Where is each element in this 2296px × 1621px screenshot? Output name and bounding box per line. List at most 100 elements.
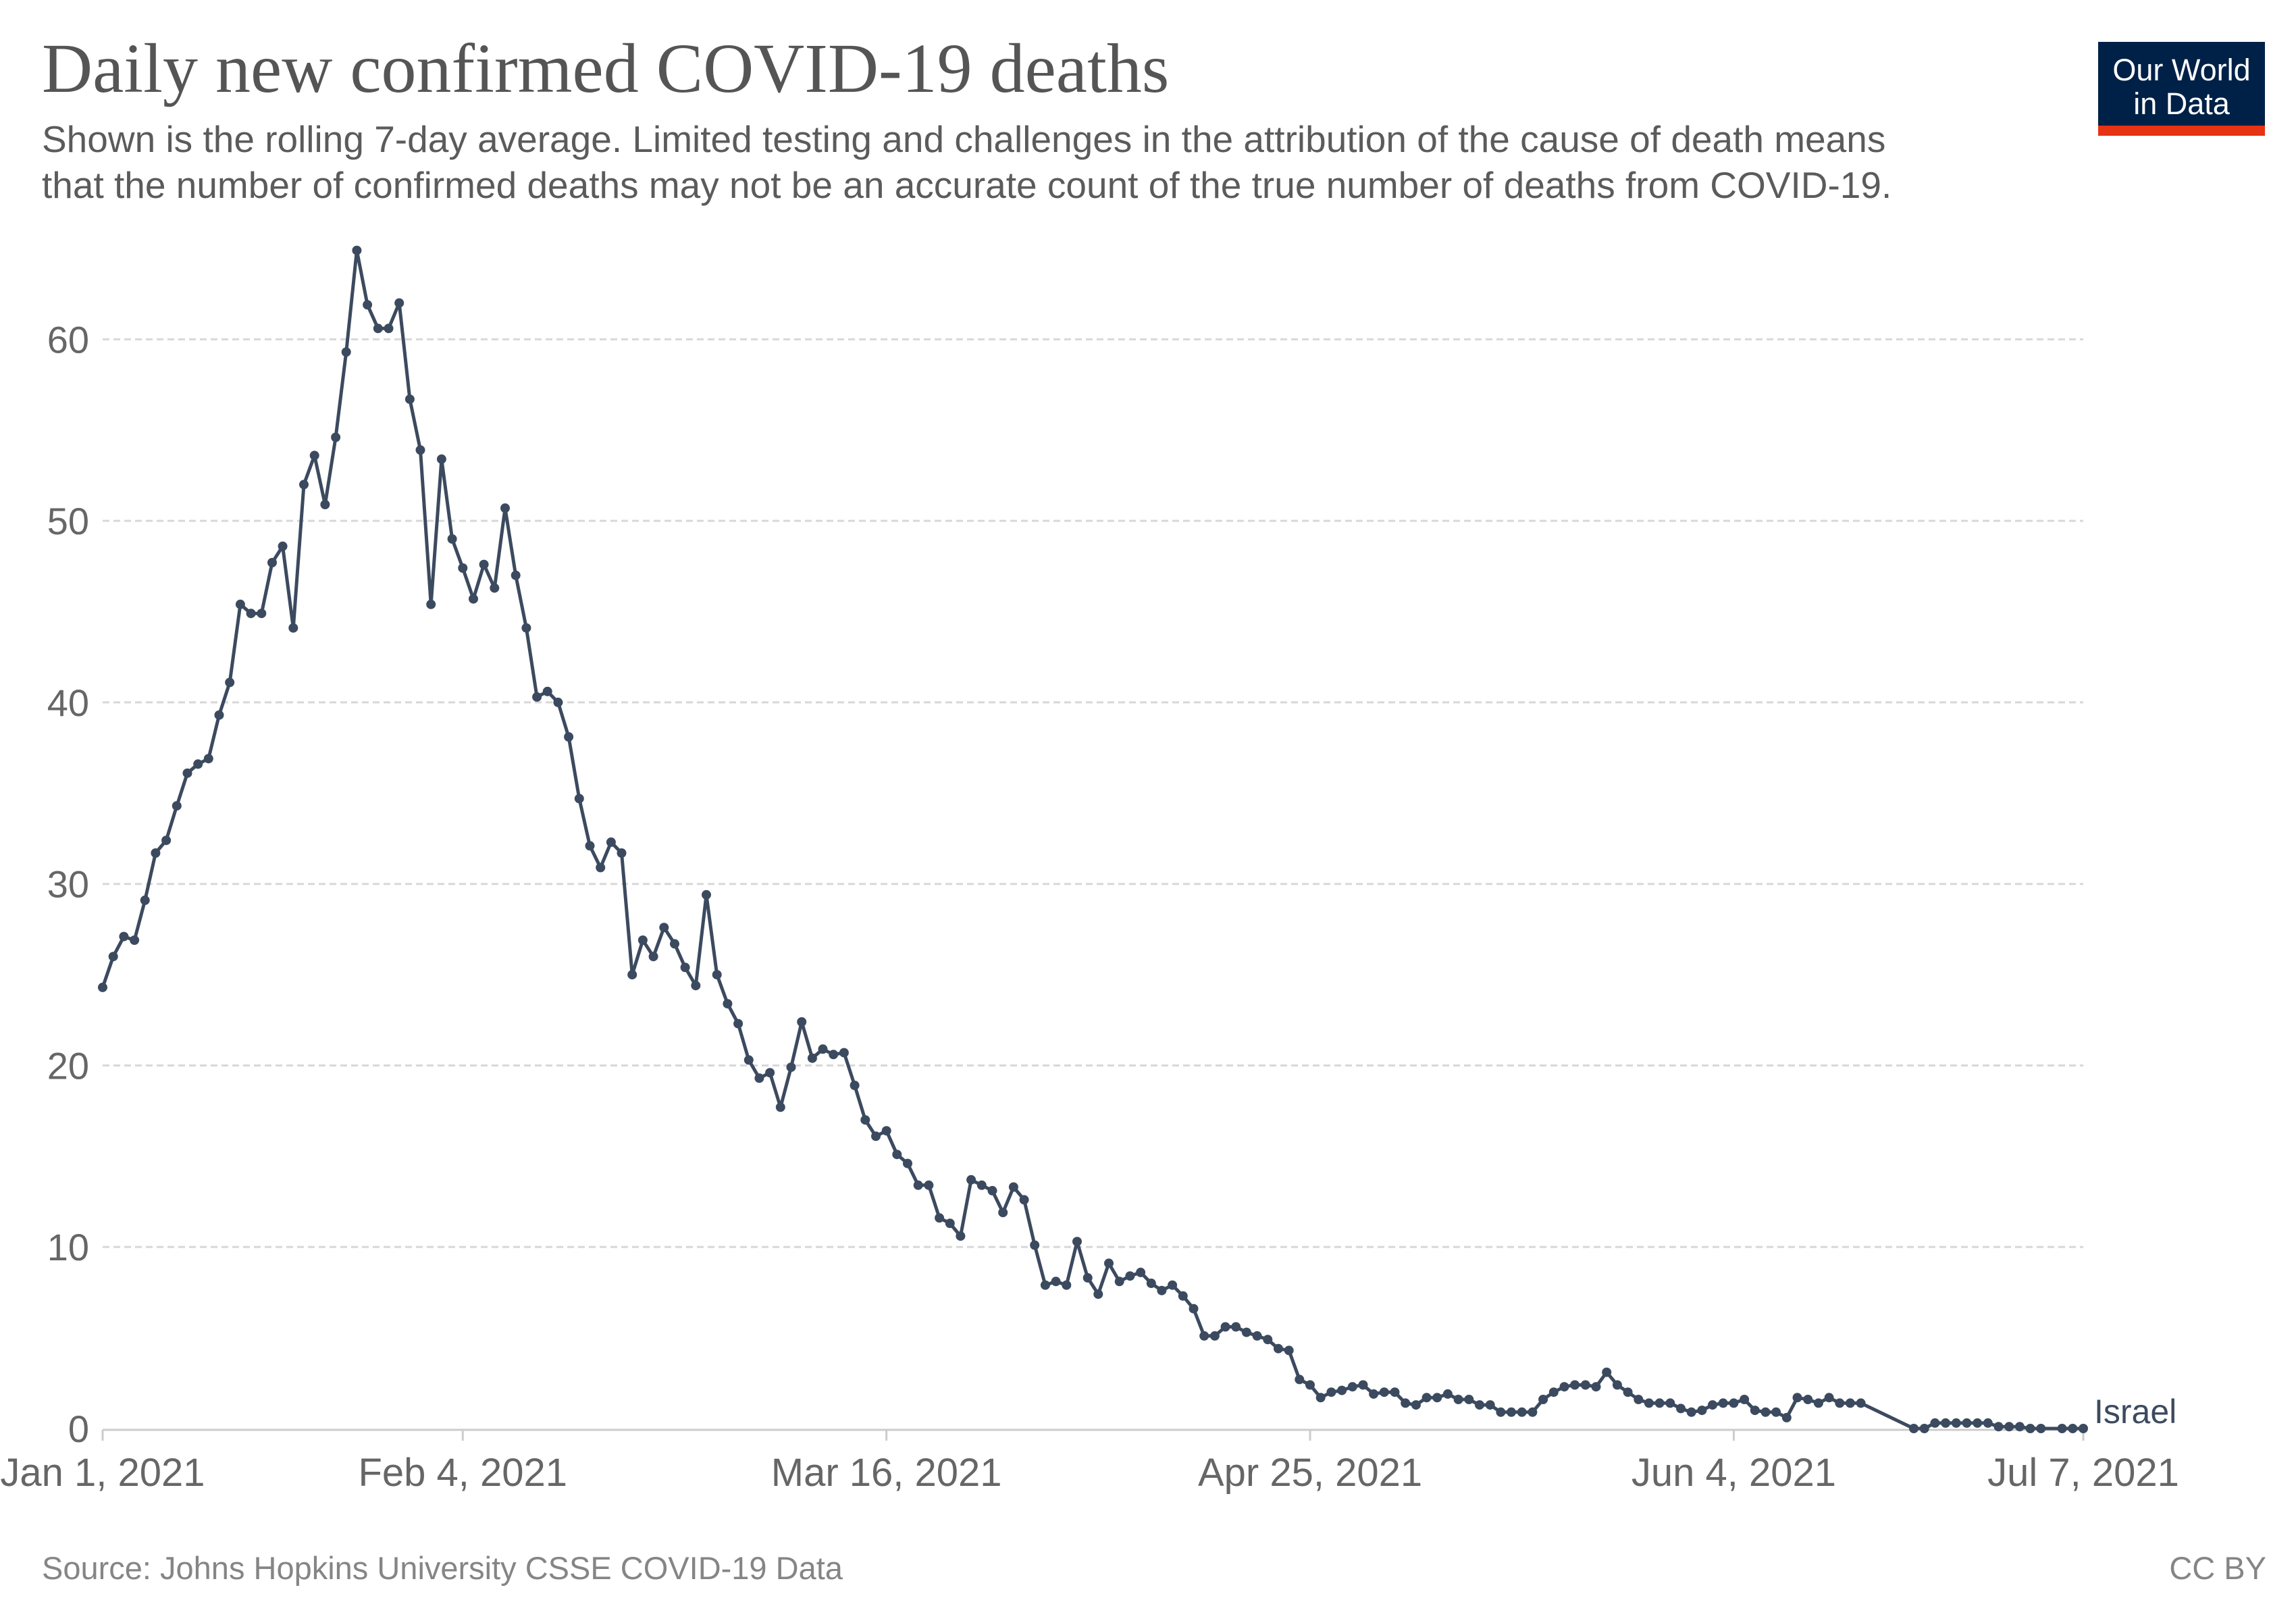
data-point[interactable] [1665, 1398, 1675, 1408]
data-point[interactable] [1178, 1291, 1188, 1301]
data-point[interactable] [1485, 1400, 1495, 1410]
data-point[interactable] [1528, 1407, 1538, 1417]
data-point[interactable] [935, 1213, 945, 1223]
data-point[interactable] [1803, 1395, 1813, 1404]
data-point[interactable] [288, 623, 298, 633]
data-point[interactable] [1983, 1418, 1993, 1428]
data-point[interactable] [1220, 1322, 1230, 1332]
data-point[interactable] [299, 480, 309, 490]
data-point[interactable] [1274, 1343, 1283, 1354]
data-point[interactable] [469, 594, 478, 604]
data-point[interactable] [1199, 1331, 1209, 1341]
data-point[interactable] [1845, 1398, 1855, 1408]
data-point[interactable] [596, 863, 606, 873]
data-point[interactable] [1962, 1418, 1972, 1428]
data-point[interactable] [214, 710, 224, 720]
series-line[interactable] [101, 249, 2083, 1431]
data-point[interactable] [2079, 1424, 2088, 1433]
data-point[interactable] [384, 324, 394, 334]
data-point[interactable] [818, 1044, 828, 1054]
data-point[interactable] [119, 931, 129, 942]
data-point[interactable] [532, 692, 542, 702]
data-point[interactable] [1157, 1285, 1167, 1295]
data-point[interactable] [352, 245, 362, 255]
data-point[interactable] [1136, 1267, 1146, 1277]
data-point[interactable] [246, 609, 256, 619]
data-point[interactable] [1941, 1418, 1951, 1428]
data-point[interactable] [1654, 1398, 1665, 1408]
data-point[interactable] [2068, 1424, 2078, 1433]
data-point[interactable] [1993, 1422, 2004, 1432]
data-point[interactable] [447, 534, 457, 544]
data-point[interactable] [1792, 1393, 1802, 1403]
data-point[interactable] [2004, 1422, 2014, 1432]
data-point[interactable] [1326, 1387, 1336, 1397]
data-point[interactable] [1104, 1258, 1114, 1268]
data-point[interactable] [1082, 1272, 1093, 1283]
data-point[interactable] [151, 848, 161, 858]
data-point[interactable] [1315, 1393, 1326, 1403]
data-point[interactable] [691, 981, 701, 991]
data-point[interactable] [1209, 1331, 1220, 1341]
data-point[interactable] [743, 1055, 754, 1065]
data-point[interactable] [574, 794, 584, 804]
data-point[interactable] [2014, 1422, 2025, 1432]
data-point[interactable] [1729, 1398, 1739, 1408]
data-point[interactable] [1347, 1382, 1357, 1392]
data-point[interactable] [1781, 1412, 1792, 1422]
data-point[interactable] [585, 841, 595, 851]
data-point[interactable] [267, 558, 277, 567]
data-point[interactable] [670, 939, 679, 949]
data-point[interactable] [1019, 1195, 1029, 1205]
data-point[interactable] [998, 1208, 1008, 1218]
data-point[interactable] [1676, 1404, 1686, 1414]
data-point[interactable] [1168, 1280, 1178, 1290]
data-point[interactable] [1040, 1280, 1050, 1290]
data-point[interactable] [659, 923, 669, 933]
data-point[interactable] [1358, 1380, 1368, 1390]
data-point[interactable] [1686, 1407, 1696, 1417]
data-point[interactable] [172, 801, 182, 811]
data-point[interactable] [1548, 1387, 1559, 1397]
data-point[interactable] [1263, 1335, 1273, 1345]
data-point[interactable] [490, 583, 500, 593]
data-point[interactable] [235, 599, 245, 609]
data-point[interactable] [161, 835, 172, 846]
data-point[interactable] [2036, 1424, 2046, 1433]
data-point[interactable] [723, 999, 733, 1009]
data-point[interactable] [913, 1180, 923, 1190]
data-point[interactable] [1241, 1327, 1251, 1337]
data-point[interactable] [1930, 1418, 1940, 1428]
source-note[interactable]: Source: Johns Hopkins University CSSE CO… [42, 1550, 843, 1586]
data-point[interactable] [903, 1158, 912, 1168]
data-point[interactable] [712, 970, 722, 980]
data-point[interactable] [1401, 1398, 1411, 1408]
data-point[interactable] [1740, 1395, 1750, 1404]
data-point[interactable] [511, 570, 521, 580]
data-point[interactable] [1189, 1304, 1199, 1314]
data-point[interactable] [987, 1185, 997, 1195]
data-point[interactable] [320, 500, 330, 509]
data-point[interactable] [1570, 1380, 1580, 1390]
data-point[interactable] [797, 1017, 807, 1027]
data-point[interactable] [341, 347, 351, 357]
data-point[interactable] [1295, 1374, 1305, 1385]
data-point[interactable] [1125, 1271, 1135, 1281]
data-point[interactable] [1146, 1279, 1156, 1288]
data-point[interactable] [1771, 1407, 1781, 1417]
data-point[interactable] [627, 970, 637, 980]
data-point[interactable] [1369, 1389, 1379, 1399]
data-point[interactable] [680, 962, 690, 973]
data-point[interactable] [1591, 1382, 1601, 1392]
data-point[interactable] [257, 609, 267, 619]
data-point[interactable] [839, 1048, 849, 1058]
data-point[interactable] [1824, 1393, 1834, 1403]
data-point[interactable] [807, 1053, 817, 1063]
license-link[interactable]: CC BY [2169, 1550, 2266, 1586]
data-point[interactable] [1909, 1424, 1919, 1433]
data-point[interactable] [331, 432, 341, 442]
series-label[interactable]: Israel [2094, 1393, 2176, 1431]
data-point[interactable] [1559, 1382, 1569, 1392]
data-point[interactable] [1093, 1289, 1103, 1300]
data-point[interactable] [542, 686, 552, 696]
